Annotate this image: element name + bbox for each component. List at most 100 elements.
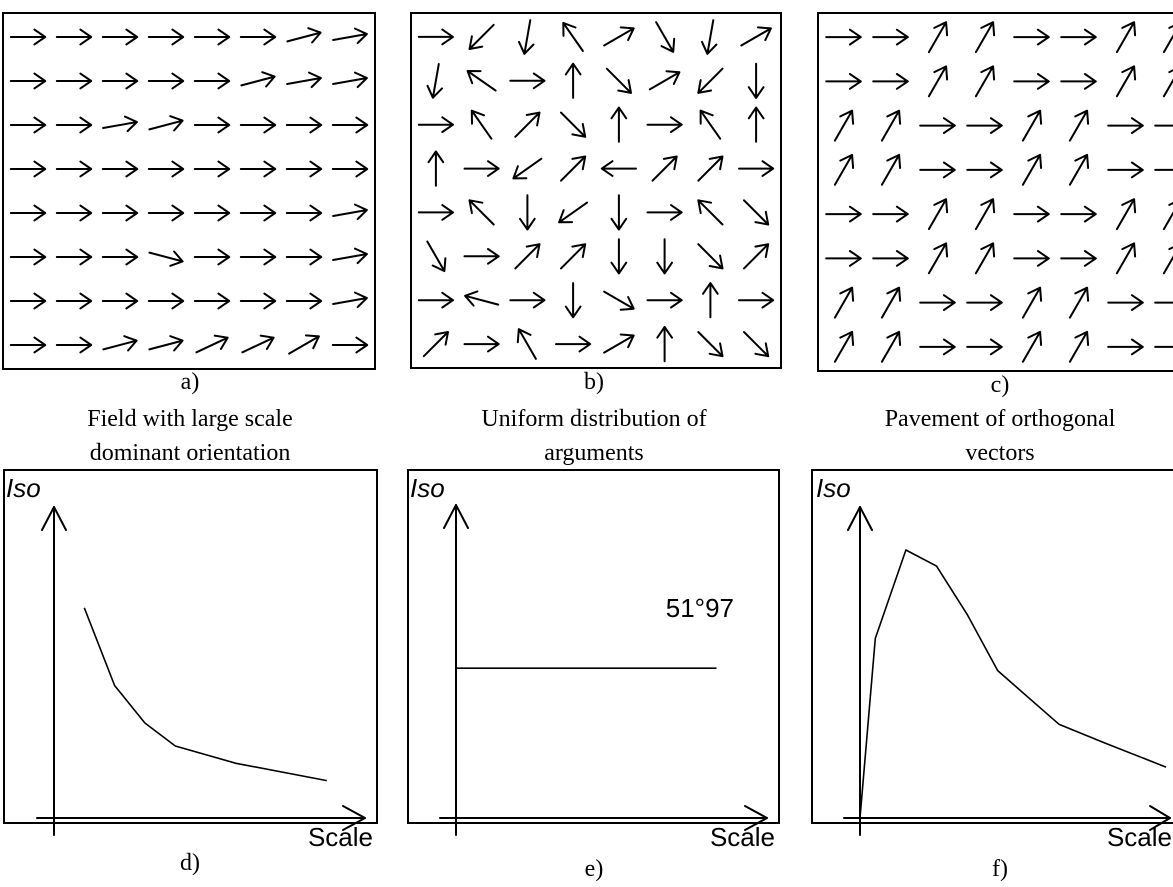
chart-f-xlabel: Scale	[1107, 822, 1172, 852]
field-b-arrow-icon	[603, 290, 635, 311]
field-c-arrow-icon	[880, 330, 902, 363]
field-c-arrow-icon	[1021, 153, 1043, 186]
field-a-arrow-icon	[9, 72, 47, 90]
field-c-arrow-icon	[927, 65, 949, 98]
field-a-arrow-icon	[9, 292, 47, 310]
field-b-arrow-icon	[610, 106, 628, 143]
field-c-arrow-icon	[974, 198, 996, 231]
field-a-arrow-icon	[55, 336, 93, 354]
vector-field-a	[9, 27, 369, 355]
field-a-arrow-icon	[101, 28, 139, 46]
panel-c-caption-line2: vectors	[965, 440, 1034, 466]
field-c-arrow-icon	[1068, 330, 1090, 363]
field-b-arrow-icon	[466, 70, 497, 92]
field-a-arrow-icon	[101, 204, 139, 222]
field-b-arrow-icon	[417, 291, 454, 309]
field-a-arrow-icon	[286, 71, 322, 89]
field-c-arrow-icon	[833, 153, 855, 186]
field-b-arrow-icon	[519, 194, 536, 231]
field-c-arrow-icon	[833, 286, 855, 319]
field-c-arrow-icon	[974, 242, 996, 275]
field-c-arrow-icon	[1162, 25, 1173, 54]
field-c-arrow-icon	[1013, 28, 1050, 46]
chart-e-label: e)	[585, 856, 604, 882]
field-a-arrow-icon	[331, 116, 369, 134]
field-c-arrow-icon	[880, 286, 902, 319]
field-c-arrow-icon	[1115, 242, 1137, 275]
field-b-arrow-icon	[648, 70, 681, 91]
field-b-arrow-icon	[509, 291, 546, 309]
field-c-arrow-icon	[1060, 205, 1097, 223]
field-b-arrow-icon	[518, 19, 535, 55]
field-c-arrow-icon	[1162, 202, 1173, 231]
field-b-arrow-icon	[417, 28, 454, 46]
field-a-arrow-icon	[332, 247, 368, 265]
panel-c-label: c)	[991, 372, 1010, 398]
field-b-arrow-icon	[603, 333, 635, 354]
chart-f-series-line	[859, 549, 1167, 819]
field-c-arrow-icon	[1013, 250, 1050, 267]
field-b-arrow-icon	[646, 204, 683, 221]
field-b-arrow-icon	[427, 150, 445, 187]
field-c-arrow-icon	[1115, 65, 1137, 98]
field-a-arrow-icon	[193, 204, 231, 222]
field-a-arrow-icon	[101, 292, 139, 310]
vector-field-b	[417, 19, 775, 363]
field-b-arrow-icon	[514, 111, 541, 138]
field-a-arrow-icon	[193, 160, 231, 178]
field-b-arrow-icon	[463, 248, 500, 265]
field-b-arrow-icon	[564, 62, 582, 99]
field-b-arrow-icon	[697, 243, 724, 270]
field-b-arrow-icon	[417, 116, 454, 133]
field-c-arrow-icon	[880, 153, 902, 186]
field-c-arrow-icon	[1115, 21, 1137, 54]
field-a-arrow-icon	[101, 160, 139, 178]
field-b-arrow-icon	[463, 335, 500, 353]
field-a-arrow-icon	[332, 71, 368, 89]
field-b-arrow-icon	[564, 282, 582, 319]
field-c-arrow-icon	[1013, 205, 1050, 223]
field-a-arrow-icon	[285, 160, 323, 178]
field-a-arrow-icon	[241, 334, 275, 354]
chart-f: Iso Scale f)	[811, 469, 1173, 882]
field-c-arrow-icon	[974, 21, 996, 54]
field-a-arrow-icon	[285, 116, 323, 134]
chart-e-y-arrowhead	[443, 504, 469, 529]
field-a-arrow-icon	[288, 334, 320, 355]
field-b-arrow-icon	[512, 157, 543, 180]
field-b-arrow-icon	[738, 160, 775, 177]
field-c-arrow-icon	[1154, 345, 1173, 348]
field-a-arrow-icon	[331, 336, 369, 354]
field-c-arrow-icon	[1068, 286, 1090, 319]
field-b-arrow-icon	[555, 335, 592, 353]
field-c-arrow-icon	[880, 109, 902, 142]
field-c-arrow-icon	[966, 161, 1003, 179]
chart-d-frame	[3, 469, 378, 824]
field-b-arrow-icon	[516, 328, 537, 360]
vector-field-c	[825, 21, 1173, 363]
field-a-arrow-icon	[55, 204, 93, 222]
field-b-arrow-icon	[747, 106, 765, 143]
field-c-arrow-icon	[974, 65, 996, 98]
panel-b-label: b)	[584, 369, 604, 395]
field-a-arrow-icon	[193, 248, 231, 266]
field-c-arrow-icon	[1068, 109, 1090, 142]
field-a-arrow-icon	[285, 204, 323, 222]
field-c-arrow-icon	[1107, 338, 1144, 356]
field-a-arrow-icon	[102, 335, 138, 352]
field-b-arrow-icon	[738, 291, 775, 309]
field-a-arrow-icon	[147, 204, 185, 222]
field-a-arrow-icon	[101, 72, 139, 90]
field-a-arrow-icon	[193, 116, 231, 134]
field-b-arrow-icon	[656, 238, 673, 275]
field-a-arrow-icon	[240, 71, 276, 88]
field-a-arrow-icon	[55, 160, 93, 178]
field-c-arrow-icon	[825, 73, 862, 90]
field-a-arrow-icon	[147, 28, 185, 46]
field-b-arrow-icon	[656, 326, 673, 363]
field-a-arrow-icon	[193, 28, 231, 46]
chart-e-ylabel: Iso	[410, 473, 445, 503]
field-c-arrow-icon	[833, 109, 855, 142]
field-a-arrow-icon	[239, 292, 277, 310]
field-b-arrow-icon	[699, 109, 722, 140]
